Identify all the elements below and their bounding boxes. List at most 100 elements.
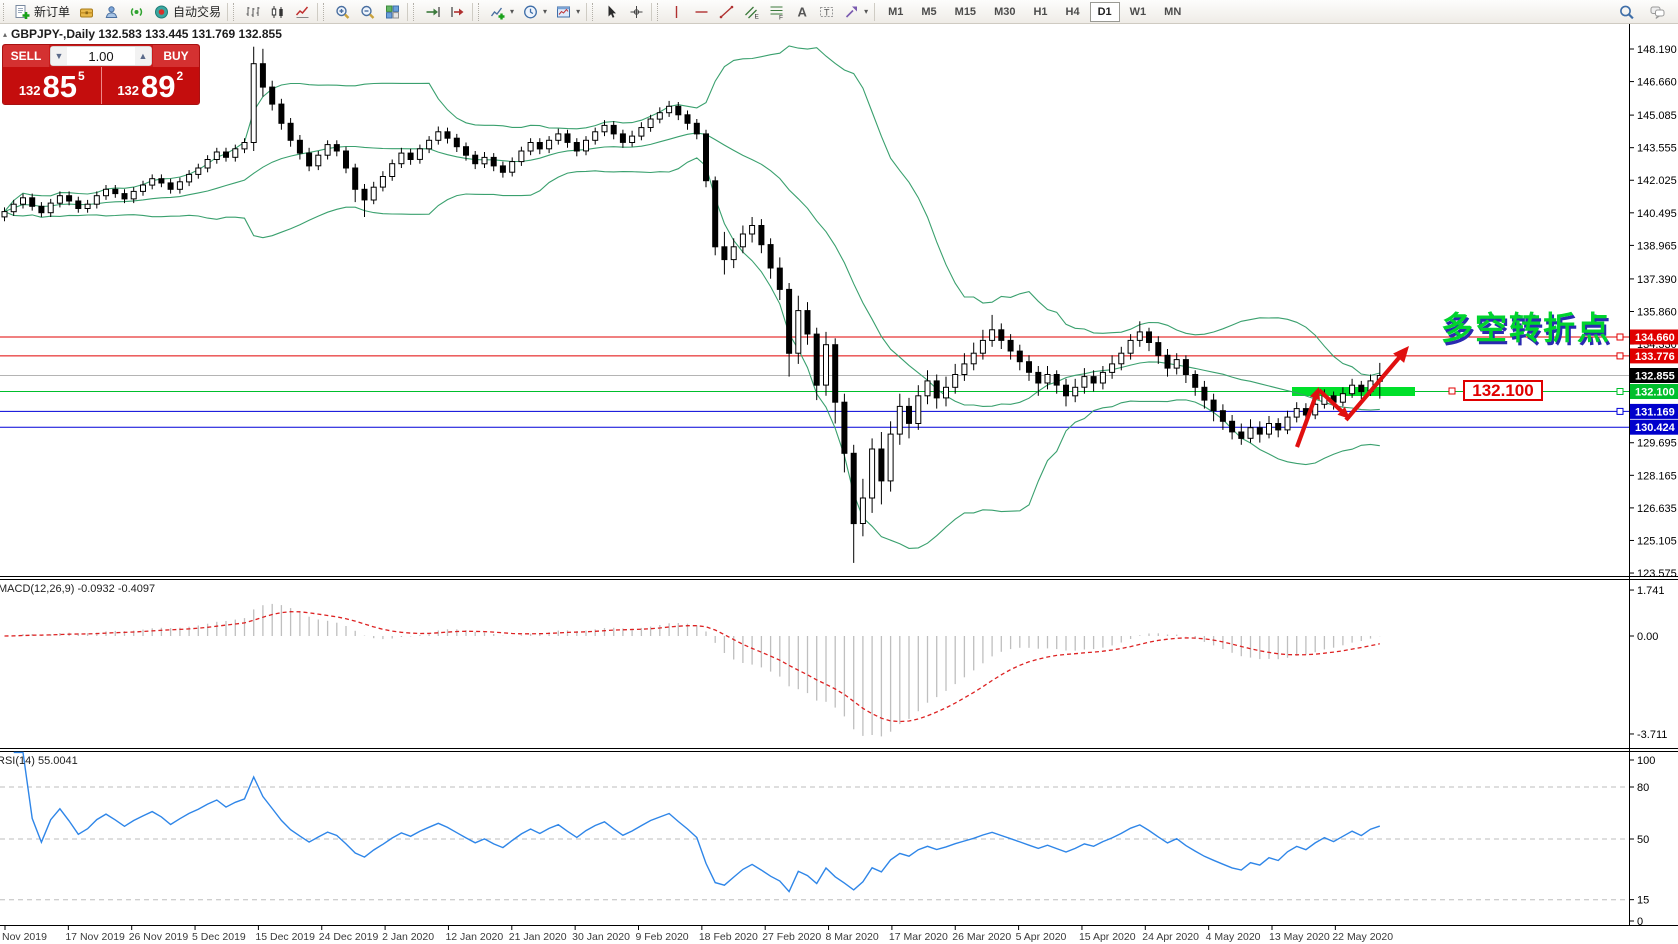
price-tick-label: 135.860 — [1637, 306, 1677, 318]
autotrade-button[interactable]: 自动交易 — [150, 1, 224, 23]
buy-button[interactable]: BUY — [153, 45, 199, 67]
candle — [730, 246, 737, 261]
date-axis-label: 24 Dec 2019 — [319, 931, 379, 943]
level-line-handle[interactable] — [1616, 388, 1624, 395]
collapse-panel-icon[interactable]: ▴ — [3, 29, 8, 39]
signal-button[interactable] — [125, 1, 148, 23]
volume-stepper[interactable]: ▼ 1.00 ▲ — [50, 46, 152, 66]
date-axis-label: 5 Apr 2020 — [1016, 931, 1067, 943]
timeframe-button-h1[interactable]: H1 — [1033, 5, 1048, 18]
candle — [592, 131, 599, 141]
timeframe-button-m1[interactable]: M1 — [888, 5, 904, 18]
sell-price-pips: 85 — [42, 69, 77, 104]
date-axis-label: 8 Mar 2020 — [826, 931, 879, 943]
toolbar-group-grip — [657, 2, 661, 21]
chevron-down-icon[interactable]: ▾ — [864, 7, 869, 16]
timeframe-button-m15[interactable]: M15 — [954, 5, 977, 18]
buy-price[interactable]: 132 89 2 — [101, 67, 199, 104]
sell-price[interactable]: 132 85 5 — [3, 67, 102, 104]
auto-scroll-button[interactable] — [421, 1, 444, 23]
date-axis-label: 22 May 2020 — [1332, 931, 1393, 943]
chevron-down-icon[interactable]: ▾ — [543, 7, 548, 16]
zoom-out-button[interactable] — [356, 1, 379, 23]
crosshair-button[interactable] — [625, 1, 648, 23]
level-line-handle[interactable] — [1616, 407, 1624, 415]
trend-arrow-annotation — [1344, 351, 1405, 422]
bars-chart-button[interactable] — [241, 1, 264, 23]
volume-decrease-icon[interactable]: ▼ — [51, 47, 67, 65]
date-axis-label: 30 Jan 2020 — [572, 931, 630, 943]
candle — [47, 202, 54, 214]
timeframe-button-w1[interactable]: W1 — [1129, 5, 1147, 18]
candle — [176, 181, 183, 190]
chest-button[interactable] — [75, 1, 98, 23]
turning-point-annotation[interactable]: 多空转折点 — [1441, 310, 1612, 346]
chart-shift-button[interactable] — [446, 1, 469, 23]
level-line-handle[interactable] — [1616, 333, 1624, 341]
candle — [804, 310, 811, 335]
date-axis-label: 24 Apr 2020 — [1142, 931, 1199, 943]
candle — [1127, 339, 1134, 354]
indicators-button[interactable]: ▾ — [486, 1, 517, 23]
templates-button[interactable]: ▾ — [552, 1, 583, 23]
volume-increase-icon[interactable]: ▲ — [135, 47, 151, 65]
profile-button[interactable] — [100, 1, 123, 23]
price-tick-label: 123.575 — [1637, 568, 1677, 580]
level-line-handle[interactable] — [1616, 352, 1624, 360]
timeframe-button-h4[interactable]: H4 — [1065, 5, 1080, 18]
price-tick-label: 148.190 — [1637, 44, 1677, 56]
candle — [93, 195, 100, 205]
candle — [306, 152, 313, 167]
toolbar: 新订单 自动交易 ▾ ▾ ▾ E F A T ▾ M1 M5 M15 M30 H1 H4 D1 W1 MN — [0, 0, 1678, 24]
candle — [103, 188, 109, 197]
chevron-down-icon[interactable]: ▾ — [510, 7, 515, 16]
candle — [333, 144, 340, 152]
cursor-button[interactable] — [600, 1, 623, 23]
candle — [1358, 384, 1365, 393]
svg-text:A: A — [798, 4, 808, 19]
sell-button[interactable]: SELL — [3, 45, 49, 67]
price-tag-annotation[interactable]: 132.100 — [1463, 380, 1543, 401]
new-order-button[interactable]: 新订单 — [11, 1, 73, 23]
rsi-axis-label: 0 — [1637, 916, 1643, 928]
price-badge-label: 130.424 — [1635, 422, 1676, 434]
shapes-icon — [846, 6, 858, 18]
price-tag-handle[interactable] — [1448, 387, 1456, 395]
label-button[interactable]: T — [815, 1, 838, 23]
tile-windows-button[interactable] — [381, 1, 404, 23]
candle — [149, 178, 156, 186]
shapes-button[interactable]: ▾ — [840, 1, 871, 23]
channel-button[interactable]: E — [740, 1, 763, 23]
zoom-in-button[interactable] — [331, 1, 354, 23]
macd-axis-label: 0.00 — [1637, 631, 1658, 643]
price-tick-label: 143.555 — [1637, 143, 1677, 155]
chevron-down-icon[interactable]: ▾ — [576, 7, 581, 16]
periods-button[interactable]: ▾ — [519, 1, 550, 23]
date-axis-label: 12 Jan 2020 — [445, 931, 503, 943]
search-button[interactable] — [1615, 1, 1638, 23]
vline-button[interactable] — [665, 1, 688, 23]
candle — [684, 114, 691, 124]
timeframe-button-m30[interactable]: M30 — [994, 5, 1016, 18]
signal-icon — [130, 7, 143, 16]
candle — [1118, 352, 1125, 365]
trend-arrow-annotation — [1317, 388, 1347, 416]
candles-chart-button[interactable] — [266, 1, 289, 23]
timeframe-button-mn[interactable]: MN — [1164, 5, 1182, 18]
candle — [869, 448, 876, 499]
line-chart-button[interactable] — [291, 1, 314, 23]
candle — [343, 150, 349, 169]
trendline-icon — [719, 5, 734, 18]
volume-value[interactable]: 1.00 — [88, 48, 114, 64]
timeframe-button-d1[interactable]: D1 — [1089, 1, 1120, 22]
trendline-button[interactable] — [715, 1, 738, 23]
chat-button[interactable] — [1646, 1, 1669, 23]
candle — [379, 176, 386, 188]
candle — [112, 188, 119, 195]
fibonacci-button[interactable]: F — [765, 1, 788, 23]
timeframe-button-m5[interactable]: M5 — [921, 5, 937, 18]
buy-price-point: 2 — [176, 69, 184, 83]
text-button[interactable]: A — [790, 1, 813, 23]
hline-button[interactable] — [690, 1, 713, 23]
